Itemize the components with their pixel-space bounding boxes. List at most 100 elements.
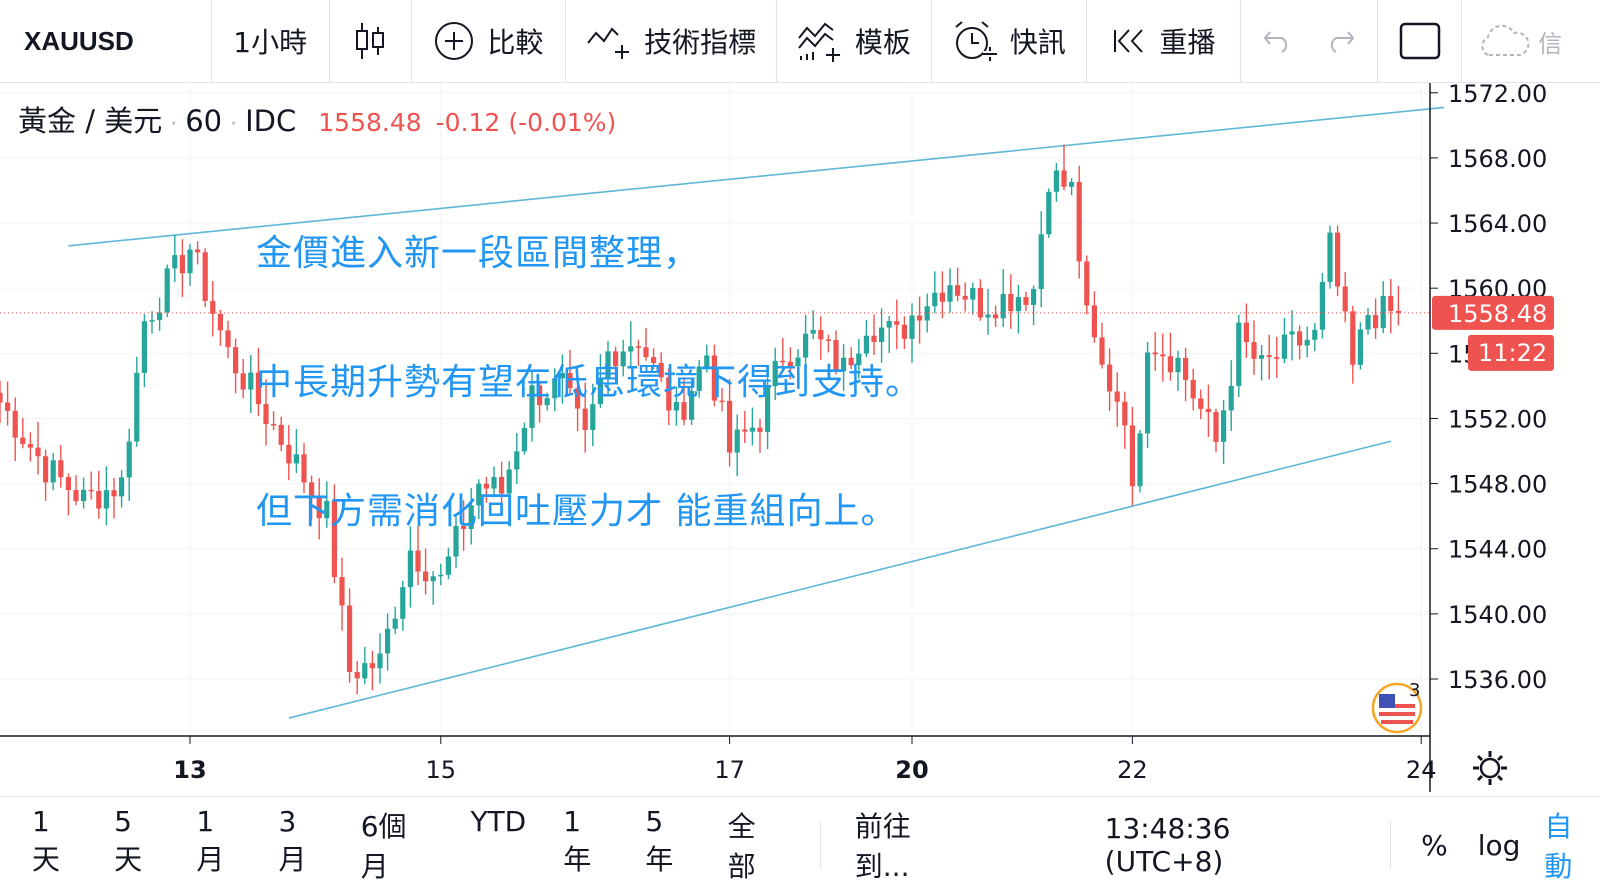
- candle: [894, 299, 900, 350]
- candle-body: [947, 285, 953, 302]
- chart-area[interactable]: 1572.001568.001564.001560.001556.001552.…: [0, 80, 1600, 796]
- log-scale-toggle[interactable]: log: [1477, 828, 1521, 862]
- candle: [141, 314, 147, 388]
- candle: [719, 387, 725, 412]
- candle-body: [825, 339, 831, 341]
- candle-body: [50, 460, 56, 483]
- price-tick-label: 1548.00: [1448, 471, 1547, 499]
- templates-button[interactable]: 模板: [777, 0, 932, 82]
- candle-body: [324, 500, 330, 519]
- candle: [1259, 345, 1265, 381]
- candle-body: [1167, 356, 1173, 373]
- candle-body: [1388, 295, 1394, 311]
- candle-body: [468, 505, 474, 529]
- candle-body: [955, 285, 961, 296]
- range-5y[interactable]: 5年: [645, 805, 674, 876]
- candle-body: [210, 300, 216, 314]
- trendline: [288, 440, 1391, 719]
- candle: [658, 352, 664, 382]
- candle-body: [195, 249, 201, 253]
- candle-body: [179, 255, 185, 274]
- range-all[interactable]: 全部: [727, 810, 756, 883]
- candle-body: [354, 671, 360, 679]
- candle-body: [1221, 410, 1227, 442]
- annotation-line-3: 但下方需消化回吐壓力才 能重組向上。: [256, 491, 898, 532]
- symbol-search-button[interactable]: XAUUSD: [0, 0, 212, 82]
- candle: [233, 338, 239, 394]
- replay-button[interactable]: 重播: [1087, 0, 1242, 82]
- candle-body: [1198, 398, 1204, 409]
- candle: [407, 526, 413, 608]
- candle-body: [1084, 261, 1090, 306]
- range-1y[interactable]: 1年: [563, 805, 592, 876]
- range-ytd[interactable]: YTD: [470, 805, 527, 838]
- candle: [1107, 348, 1113, 411]
- alerts-button[interactable]: 快訊: [932, 0, 1087, 82]
- goto-date-button[interactable]: 前往到...: [854, 810, 911, 883]
- candle-body: [415, 550, 421, 572]
- candle: [400, 580, 406, 631]
- price-axis: 1572.001568.001564.001560.001556.001552.…: [0, 80, 1554, 792]
- candle-body: [202, 252, 208, 301]
- chart-style-button[interactable]: [330, 0, 412, 82]
- candle-body: [993, 314, 999, 319]
- candle: [50, 453, 56, 491]
- candle: [1327, 225, 1333, 289]
- candle: [886, 315, 892, 353]
- range-6m[interactable]: 6個月: [360, 810, 407, 883]
- candle: [787, 347, 793, 380]
- auto-scale-toggle[interactable]: 自動: [1544, 810, 1573, 883]
- candle: [1160, 333, 1166, 382]
- compare-button[interactable]: 比較: [412, 0, 567, 82]
- candle-body: [1289, 331, 1295, 335]
- indicator-wave-icon: [587, 27, 630, 59]
- chart-settings-button[interactable]: [1470, 748, 1510, 792]
- range-1m[interactable]: 1月: [196, 805, 225, 876]
- countdown-label: 11:22: [1478, 339, 1547, 367]
- range-1d[interactable]: 1天: [32, 805, 61, 876]
- candle: [1053, 163, 1059, 202]
- price-chart[interactable]: 1572.001568.001564.001560.001556.001552.…: [0, 80, 1600, 796]
- candle: [1221, 399, 1227, 465]
- candle: [1198, 389, 1204, 420]
- candle: [651, 348, 657, 369]
- candle-body: [575, 388, 581, 409]
- time-tick-label: 22: [1117, 756, 1148, 784]
- clock-timezone[interactable]: 13:48:36 (UTC+8): [1104, 812, 1231, 878]
- undo-icon[interactable]: [1262, 28, 1294, 54]
- percent-scale-toggle[interactable]: %: [1421, 828, 1448, 862]
- interval-button[interactable]: 1小時: [212, 0, 330, 82]
- redo-icon[interactable]: [1324, 28, 1356, 54]
- range-3m[interactable]: 3月: [278, 805, 307, 876]
- candle-body: [1342, 286, 1348, 312]
- candle: [1167, 332, 1173, 381]
- legend-change: -0.12: [435, 108, 501, 137]
- cloud-save-button[interactable]: 信: [1462, 0, 1600, 82]
- indicators-button[interactable]: 技術指標: [566, 0, 778, 82]
- range-5d[interactable]: 5天: [114, 805, 143, 876]
- candle: [742, 410, 748, 444]
- candle-body: [278, 424, 284, 445]
- candle: [35, 421, 41, 475]
- fullscreen-button[interactable]: [1378, 0, 1463, 82]
- candle-body: [149, 320, 155, 322]
- candle: [1000, 269, 1006, 328]
- candle-body: [780, 360, 786, 363]
- candle: [362, 646, 368, 685]
- chart-annotation[interactable]: 金價進入新一段區間整理， 中長期升勢有望在低息環境下得到支持。 但下方需消化回吐…: [256, 146, 922, 576]
- candle-body: [1274, 357, 1280, 359]
- candle: [415, 526, 421, 586]
- candle-body: [499, 476, 505, 494]
- candle-body: [233, 347, 239, 374]
- candle-body: [681, 402, 687, 420]
- candle: [673, 386, 679, 426]
- economic-events-badge[interactable]: 3: [1369, 680, 1429, 738]
- candle: [1031, 285, 1037, 326]
- candle-body: [111, 490, 117, 497]
- candle-body: [187, 249, 193, 274]
- candle-body: [1380, 295, 1386, 329]
- bottom-toolbar: 1天 5天 1月 3月 6個月 YTD 1年 5年 全部 前往到... 13:4…: [0, 796, 1600, 893]
- candle: [96, 470, 102, 519]
- candle-body: [742, 429, 748, 432]
- candle-body: [1228, 385, 1234, 411]
